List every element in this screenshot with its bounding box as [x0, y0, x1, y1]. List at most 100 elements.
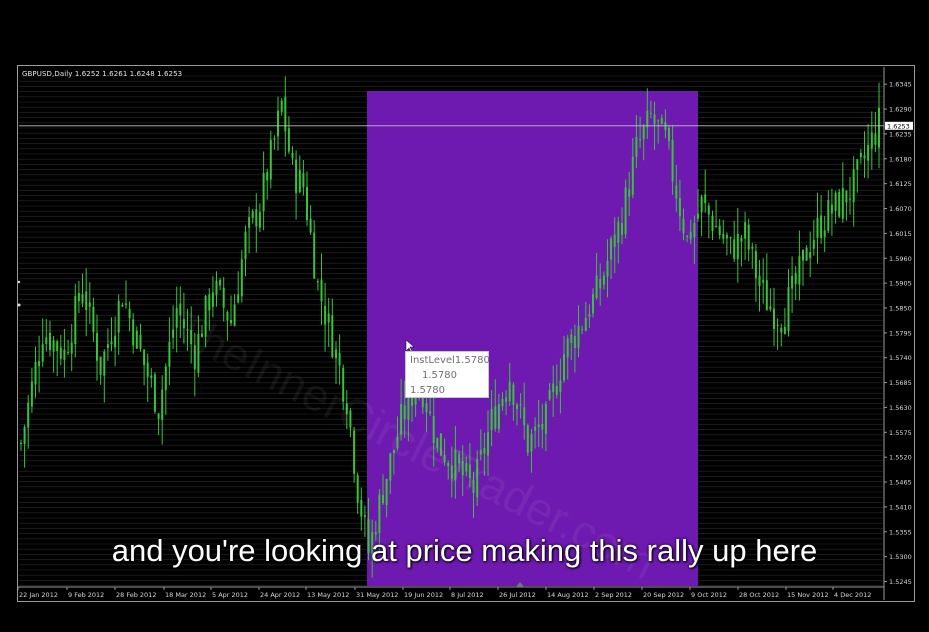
- candle-body: [458, 454, 461, 464]
- candle-body: [313, 232, 316, 279]
- candle-body: [338, 352, 341, 366]
- candle-body: [468, 464, 471, 478]
- candle-body: [548, 390, 551, 400]
- candle-body: [508, 381, 511, 402]
- price-tick-label: 1.6235: [889, 130, 912, 138]
- candle-body: [371, 532, 374, 554]
- candle-body: [219, 280, 222, 286]
- candle-body: [150, 375, 153, 378]
- candle-body: [70, 342, 73, 354]
- candle-body: [592, 294, 594, 314]
- candle-body: [776, 324, 779, 326]
- candle-body: [816, 217, 819, 238]
- candle-body: [284, 96, 287, 132]
- candle-body: [45, 337, 48, 344]
- candle-body: [754, 251, 757, 279]
- candle-body: [544, 403, 547, 434]
- price-tick-label: 1.6290: [889, 106, 912, 114]
- candle-body: [465, 462, 468, 472]
- candle-body: [725, 234, 728, 239]
- candle-body: [226, 311, 229, 321]
- candle-body: [161, 389, 164, 420]
- time-tick-label: 31 May 2012: [356, 591, 398, 599]
- candle-body: [342, 367, 345, 402]
- candle-body: [653, 114, 656, 125]
- candle-body: [121, 304, 124, 307]
- price-tick-label: 1.6015: [889, 230, 912, 238]
- candle-body: [834, 192, 837, 211]
- candle-body: [20, 443, 22, 444]
- candle-body: [526, 425, 529, 453]
- time-tick-label: 28 Feb 2012: [116, 591, 156, 599]
- candle-body: [555, 386, 558, 395]
- candle-body: [190, 330, 193, 345]
- left-edge-marker: [17, 303, 21, 307]
- candle-body: [400, 404, 403, 435]
- candle-body: [407, 389, 410, 420]
- candle-body: [374, 532, 377, 535]
- candle-body: [613, 234, 616, 247]
- highlight-rectangle[interactable]: [367, 91, 698, 586]
- candle-body: [573, 336, 576, 348]
- time-tick-label: 4 Dec 2012: [834, 591, 871, 599]
- candle-body: [222, 287, 225, 308]
- candle-body: [454, 450, 457, 481]
- candle-body: [827, 200, 830, 231]
- candle-body: [135, 330, 138, 349]
- candle-body: [291, 153, 294, 159]
- candle-body: [273, 138, 276, 140]
- candle-body: [110, 341, 113, 345]
- price-tick-label: 1.5905: [889, 280, 912, 288]
- candle-body: [733, 239, 736, 259]
- candle-body: [606, 260, 609, 277]
- candle-body: [487, 432, 489, 456]
- candle-body: [852, 169, 855, 203]
- price-tick-label: 1.5410: [889, 503, 912, 511]
- candle-body: [631, 156, 634, 195]
- candle-body: [132, 319, 135, 346]
- time-tick-label: 5 Apr 2012: [212, 591, 248, 599]
- candle-body: [519, 404, 522, 406]
- candle-body: [193, 345, 196, 370]
- candle-body: [244, 231, 247, 260]
- price-tick-label: 1.5960: [889, 255, 912, 263]
- time-tick-label: 18 Mar 2012: [165, 591, 206, 599]
- candle-body: [639, 139, 642, 141]
- time-tick-label: 19 Jun 2012: [404, 591, 443, 599]
- candle-body: [707, 205, 710, 215]
- current-price-label: 1.6253: [887, 122, 910, 130]
- candle-body: [783, 326, 786, 334]
- candle-body: [751, 246, 754, 249]
- candle-body: [812, 239, 815, 249]
- candle-body: [490, 408, 493, 431]
- time-tick-label: 24 Apr 2012: [260, 591, 300, 599]
- candle-body: [870, 132, 873, 149]
- candle-body: [472, 480, 475, 493]
- scroll-anchor-icon[interactable]: [516, 582, 524, 587]
- candle-body: [432, 416, 435, 444]
- time-tick-label: 26 Jul 2012: [499, 591, 536, 599]
- candle-body: [501, 398, 504, 407]
- candle-body: [479, 449, 482, 455]
- candle-body: [114, 335, 117, 348]
- candle-body: [689, 231, 692, 240]
- candle-body: [802, 250, 804, 261]
- tooltip-value: 1.5780: [422, 370, 457, 381]
- candle-body: [541, 423, 544, 430]
- candle-body: [331, 315, 334, 357]
- candle-body: [164, 366, 167, 391]
- price-tick-label: 1.6070: [889, 205, 912, 213]
- candle-body: [367, 519, 370, 554]
- candle-body: [211, 292, 214, 307]
- candle-body: [179, 303, 182, 316]
- candle-body: [34, 362, 37, 385]
- candle-body: [262, 173, 265, 211]
- candle-body: [63, 349, 66, 360]
- candle-body: [566, 338, 569, 358]
- candle-body: [747, 224, 750, 250]
- price-tick-label: 1.5575: [889, 429, 912, 437]
- candle-body: [722, 233, 725, 239]
- candle-body: [240, 259, 243, 297]
- candle-body: [744, 222, 747, 239]
